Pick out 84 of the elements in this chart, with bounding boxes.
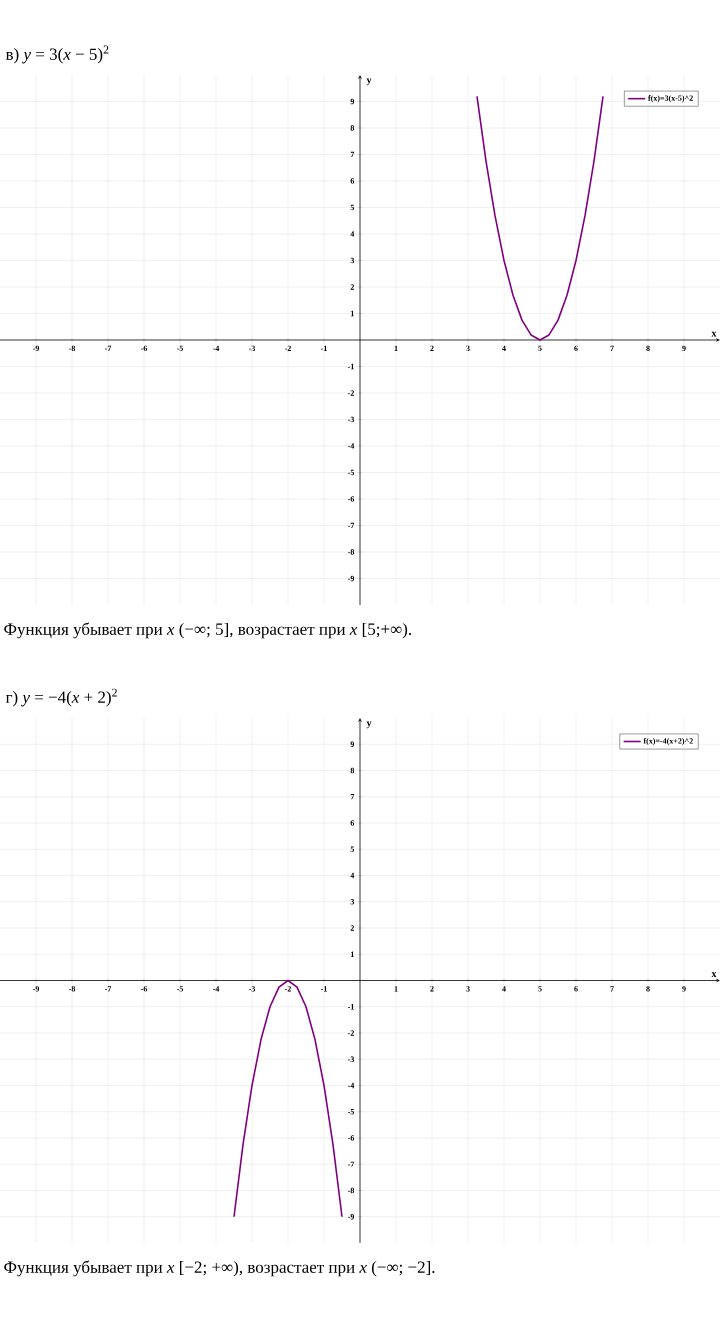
y-tick-label: 8 [350,125,355,131]
y-tick-label: 3 [350,257,355,264]
x-axis-title: x [711,972,717,977]
line-series [476,95,604,341]
y-tick-label: 1 [350,310,354,317]
y-tick-label: -5 [347,1109,355,1115]
x-tick-label: 5 [538,345,542,351]
x-tick-label: 9 [682,986,686,992]
y-tick-label: 5 [350,204,355,211]
y-tick-label: -5 [347,469,355,476]
x-tick-label: -9 [32,986,40,992]
y-tick-label: -6 [347,1135,355,1141]
y-tick-label: 9 [350,741,355,747]
y-tick-label: -7 [347,1161,355,1167]
x-tick-label: 1 [394,986,398,992]
legend-label: f(x)=-4(x+2)^2 [643,737,693,746]
x-tick-label: 1 [394,345,398,351]
y-tick-label: -2 [347,390,354,396]
x-tick-label: 6 [574,986,578,992]
x-tick-label: -1 [320,986,327,992]
chart-title: в) y = 3(x − 5)$^{2}$ [5,45,109,64]
y-tick-label: -3 [347,416,355,423]
y-tick-label: -1 [347,1004,354,1010]
x-tick-label: -8 [68,345,76,352]
x-tick-label: -2 [284,986,291,992]
x-tick-label: 3 [466,986,470,992]
y-tick-label: 3 [350,899,355,905]
y-tick-label: 4 [350,872,355,879]
x-tick-label: -9 [32,345,40,352]
y-tick-label: 2 [350,925,354,931]
text: Функция убывает при x (−∞; 5], возрастает при x [5;+∞). [4,622,412,639]
y-axis-title: y [366,721,372,729]
y-tick-label: 8 [350,767,355,774]
x-tick-label: 9 [682,345,686,352]
y-tick-label: -9 [347,575,355,582]
y-tick-label: 7 [350,151,355,158]
x-tick-label: -2 [284,345,291,351]
x-tick-label: -6 [140,986,148,992]
x-tick-label: -4 [212,345,220,351]
x-tick-label: -3 [248,986,256,992]
x-axis-title: x [711,331,717,337]
y-tick-label: 6 [350,178,355,184]
y-tick-label: -1 [347,363,354,370]
x-tick-label: 3 [466,345,470,352]
chart-title: г) y = −4(x + 2)$^{2}$ [5,688,117,707]
x-tick-label: 6 [574,345,578,352]
y-axis-title: y [366,78,372,86]
x-tick-label: -7 [104,986,112,992]
x-tick-label: 8 [646,345,650,352]
x-tick-label: 7 [610,345,614,351]
x-tick-label: -5 [176,345,184,351]
y-tick-label: -2 [347,1030,354,1036]
x-tick-label: 8 [646,986,650,992]
x-tick-label: -6 [140,345,148,352]
x-tick-label: 4 [502,345,506,351]
legend-label: f(x)=3(x-5)^2 [648,95,693,103]
line-series [233,979,343,1218]
y-tick-label: 2 [350,284,354,290]
y-tick-label: -7 [347,522,355,529]
y-tick-label: -8 [347,549,355,555]
y-tick-label: 4 [350,231,355,237]
x-tick-label: -8 [68,986,76,992]
x-tick-label: -3 [248,345,256,352]
x-tick-label: -1 [320,345,327,351]
y-tick-label: -3 [347,1056,355,1062]
x-tick-label: -5 [176,986,184,992]
y-tick-label: 5 [350,846,355,852]
x-tick-label: 7 [610,986,614,992]
x-tick-label: -4 [212,986,220,992]
x-tick-label: 2 [430,345,434,351]
y-tick-label: -8 [347,1187,355,1194]
text: Функция убывает при x [−2; +∞), возрастает при x (−∞; −2]. [4,1260,435,1277]
y-tick-label: 1 [350,951,354,957]
y-tick-label: -4 [347,443,355,449]
x-tick-label: 4 [502,986,506,992]
y-tick-label: -6 [347,496,355,502]
x-tick-label: -7 [104,345,112,351]
y-tick-label: 9 [350,98,355,105]
x-tick-label: 5 [538,986,542,992]
x-tick-label: 2 [430,986,434,992]
y-tick-label: 7 [350,794,355,800]
y-tick-label: -9 [347,1214,355,1220]
y-tick-label: -4 [347,1082,355,1089]
y-tick-label: 6 [350,820,355,826]
